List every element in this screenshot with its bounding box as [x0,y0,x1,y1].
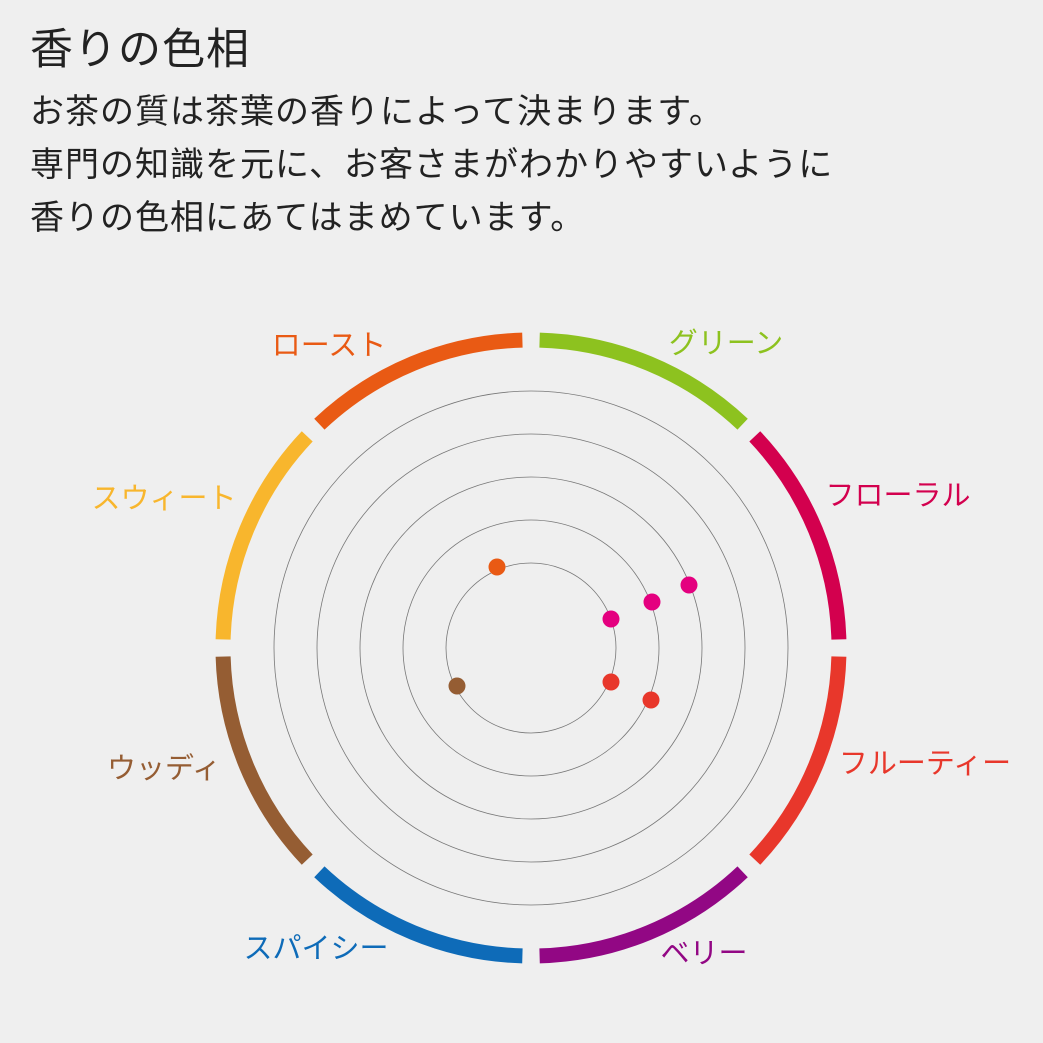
aroma-points [448,558,698,709]
segment-label-3: フルーティー [839,746,1011,780]
description-line-3: 香りの色相にあてはまめています。 [30,198,586,238]
segment-label-7: スウィート [91,481,236,515]
segment-label-2: フローラル [825,478,970,512]
aroma-point-4 [602,610,620,628]
concentric-rings [273,390,789,906]
arc-segment-1 [539,332,748,430]
arc-segment-5 [314,866,523,964]
ring-1 [445,562,617,734]
arc-segment-6 [215,656,313,865]
aroma-point-7 [448,677,466,695]
description-line-2: 専門の知識を元に、お客さまがわかりやすいように [30,145,834,185]
ring-5 [273,390,789,906]
ring-2 [402,519,660,777]
ring-3 [359,476,703,820]
segment-label-5: スパイシー [243,931,388,965]
arc-segment-2 [749,431,847,640]
arc-segment-3 [749,656,847,865]
aroma-point-6 [642,691,660,709]
aroma-point-2 [680,576,698,594]
arc-segment-4 [539,866,748,964]
segment-label-4: ベリー [660,936,747,970]
segment-label-8: ロースト [272,328,387,362]
segment-label-1: グリーン [669,326,784,360]
description-line-1: お茶の質は茶葉の香りによって決まります。 [30,92,724,132]
aroma-point-1 [488,558,506,576]
arc-segment-7 [215,431,313,640]
ring-4 [316,433,746,863]
header: 香りの色相 お茶の質は茶葉の香りによって決まります。 専門の知識を元に、お客さま… [30,22,833,245]
segment-arcs [215,332,847,964]
aroma-point-3 [643,593,661,611]
segment-label-6: ウッディ [107,751,221,785]
aroma-point-5 [602,673,620,691]
page-title: 香りの色相 [30,25,250,75]
arc-segment-8 [314,332,523,430]
